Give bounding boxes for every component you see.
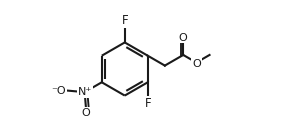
Text: O: O bbox=[179, 33, 188, 43]
Text: F: F bbox=[145, 97, 151, 110]
Text: F: F bbox=[121, 14, 128, 27]
Text: ⁻O: ⁻O bbox=[51, 86, 66, 96]
Text: O: O bbox=[82, 108, 91, 118]
Text: O: O bbox=[192, 59, 201, 69]
Text: N⁺: N⁺ bbox=[78, 87, 92, 97]
